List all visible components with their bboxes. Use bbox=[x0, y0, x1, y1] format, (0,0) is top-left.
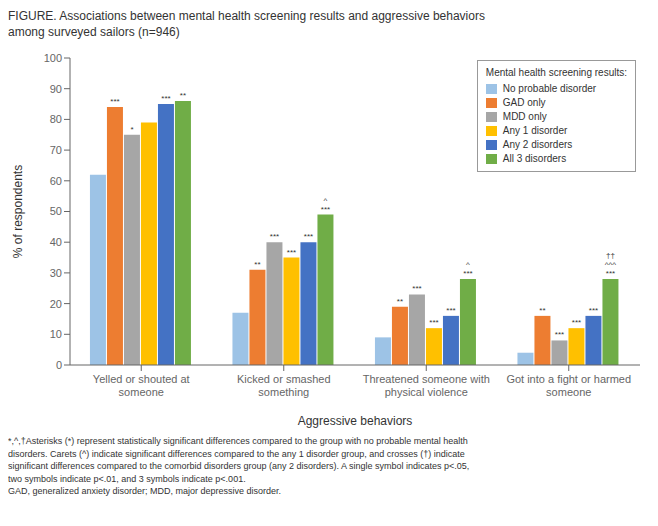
svg-text:*: * bbox=[130, 125, 133, 134]
svg-text:**: ** bbox=[539, 306, 545, 315]
svg-text:**: ** bbox=[254, 260, 260, 269]
html-text:MDD only: MDD only bbox=[502, 111, 547, 122]
html-text:All 3 disorders: All 3 disorders bbox=[502, 153, 567, 164]
svg-text:***: *** bbox=[572, 318, 581, 327]
html-text:FIGURE. Associations between m: FIGURE. Associations between mental heal… bbox=[8, 9, 485, 39]
svg-text:Got into a fight or harmedsome: Got into a fight or harmedsomeone bbox=[506, 373, 631, 398]
svg-text:50: 50 bbox=[50, 205, 62, 217]
svg-text:***: *** bbox=[555, 330, 564, 339]
svg-text:80: 80 bbox=[50, 113, 62, 125]
svg-text:% of respondents: % of respondents bbox=[11, 165, 25, 258]
svg-text:10: 10 bbox=[50, 328, 62, 340]
html-text:*,^,†Asterisks (*) represent s: *,^,†Asterisks (*) represent statistical… bbox=[8, 436, 470, 496]
svg-text:**: ** bbox=[180, 91, 186, 100]
svg-text:***: *** bbox=[589, 306, 598, 315]
svg-text:***: *** bbox=[446, 306, 455, 315]
svg-text:40: 40 bbox=[50, 236, 62, 248]
svg-text:70: 70 bbox=[50, 144, 62, 156]
svg-text:Yelled or shouted atsomeone: Yelled or shouted atsomeone bbox=[93, 373, 190, 398]
svg-text:***: *** bbox=[304, 232, 313, 241]
svg-text:***: *** bbox=[287, 248, 296, 257]
svg-text:60: 60 bbox=[50, 175, 62, 187]
svg-text:***: *** bbox=[429, 318, 438, 327]
html-text:GAD only: GAD only bbox=[502, 97, 546, 108]
html-text:Mental health screening result: Mental health screening results: bbox=[485, 67, 627, 78]
svg-text:0: 0 bbox=[56, 359, 62, 371]
svg-text:††^^^***: ††^^^*** bbox=[605, 251, 617, 278]
svg-text:Aggressive behaviors: Aggressive behaviors bbox=[298, 414, 413, 428]
svg-text:Kicked or smashedsomething: Kicked or smashedsomething bbox=[237, 373, 331, 398]
html-text:No probable disorder: No probable disorder bbox=[502, 83, 597, 94]
svg-text:***: *** bbox=[161, 94, 170, 103]
html-text:Any 2 disorders: Any 2 disorders bbox=[502, 139, 573, 150]
svg-text:***: *** bbox=[270, 232, 279, 241]
svg-text:90: 90 bbox=[50, 83, 62, 95]
svg-text:***: *** bbox=[412, 284, 421, 293]
svg-text:**: ** bbox=[397, 297, 403, 306]
svg-text:^***: ^*** bbox=[463, 260, 472, 278]
svg-text:20: 20 bbox=[50, 298, 62, 310]
svg-text:30: 30 bbox=[50, 267, 62, 279]
svg-text:100: 100 bbox=[44, 52, 62, 64]
svg-text:Threatened someone withphysica: Threatened someone withphysical violence bbox=[363, 373, 490, 398]
svg-text:***: *** bbox=[110, 97, 119, 106]
svg-text:^***: ^*** bbox=[321, 196, 330, 214]
html-text:Any 1 disorder: Any 1 disorder bbox=[502, 125, 568, 136]
